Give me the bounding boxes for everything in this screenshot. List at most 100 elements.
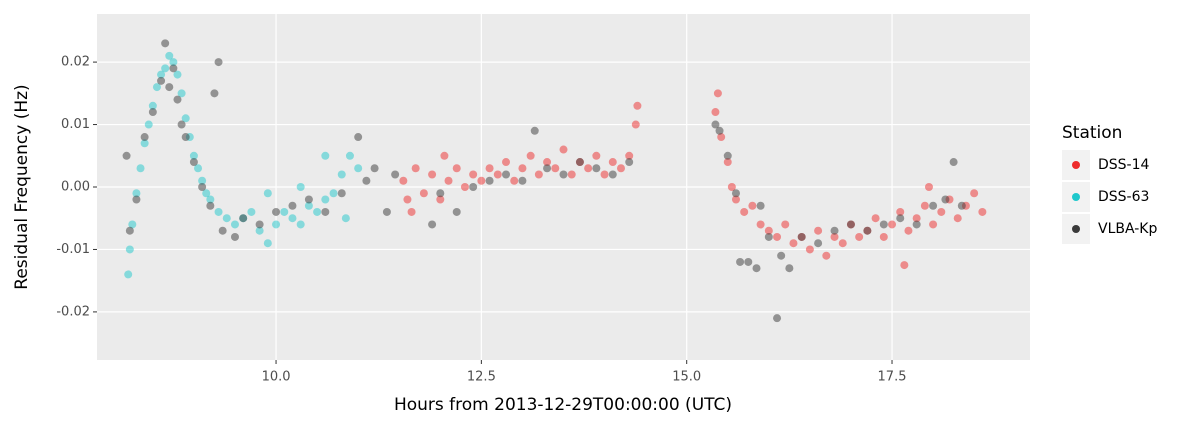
point: [198, 183, 207, 191]
legend-label: DSS-63: [1098, 189, 1149, 205]
point: [855, 232, 864, 241]
legend-label: DSS-14: [1098, 157, 1150, 173]
point: [341, 214, 350, 223]
point: [144, 120, 153, 129]
point: [764, 226, 773, 235]
point: [152, 83, 161, 92]
point: [132, 195, 141, 204]
point: [920, 201, 929, 210]
point: [896, 207, 905, 216]
point: [263, 239, 272, 248]
y-tick-label: -0.02: [56, 304, 90, 319]
point: [937, 207, 946, 216]
point: [924, 183, 933, 191]
point: [888, 220, 897, 229]
point: [460, 183, 469, 191]
point: [879, 232, 888, 241]
point: [736, 257, 745, 266]
point: [830, 232, 839, 241]
x-tick-label: 15.0: [672, 370, 701, 385]
point: [411, 164, 420, 173]
point: [169, 64, 178, 73]
point: [173, 70, 182, 79]
x-tick-label: 10.0: [262, 370, 291, 385]
y-tick-label: 0.00: [61, 180, 90, 195]
point: [592, 164, 601, 173]
point: [756, 201, 765, 210]
y-tick-label: 0.01: [61, 117, 90, 132]
point: [814, 239, 823, 248]
point: [169, 58, 178, 67]
point: [239, 214, 248, 223]
point: [272, 207, 281, 216]
point: [214, 58, 223, 67]
point: [863, 226, 872, 235]
point: [789, 239, 798, 248]
point: [255, 220, 264, 229]
point: [616, 164, 625, 173]
point: [493, 170, 502, 179]
point: [419, 189, 428, 198]
point: [717, 133, 726, 142]
point: [785, 264, 794, 273]
point: [161, 39, 170, 48]
point: [440, 151, 449, 160]
point: [764, 232, 773, 241]
point: [157, 70, 166, 79]
point: [181, 133, 190, 142]
point: [748, 201, 757, 210]
point: [125, 226, 134, 235]
point: [296, 220, 305, 229]
point: [711, 108, 720, 117]
point: [929, 201, 938, 210]
point: [452, 164, 461, 173]
point: [140, 139, 149, 148]
point: [567, 170, 576, 179]
point: [941, 195, 950, 204]
point: [575, 158, 584, 167]
point: [723, 158, 732, 167]
point: [469, 170, 478, 179]
point: [210, 89, 219, 98]
point: [194, 164, 203, 173]
point: [731, 189, 740, 198]
point: [469, 183, 478, 191]
point: [329, 189, 338, 198]
point: [206, 195, 215, 204]
point: [304, 201, 313, 210]
point: [247, 207, 256, 216]
point: [173, 95, 182, 104]
legend-swatch: [1072, 225, 1080, 233]
point: [161, 64, 170, 73]
point: [403, 195, 412, 204]
point: [625, 158, 634, 167]
point: [288, 214, 297, 223]
point: [321, 207, 330, 216]
point: [436, 195, 445, 204]
point: [949, 158, 958, 167]
point: [559, 145, 568, 154]
point: [436, 189, 445, 198]
point: [198, 176, 207, 185]
point: [740, 207, 749, 216]
point: [382, 207, 391, 216]
point: [830, 226, 839, 235]
point: [452, 207, 461, 216]
x-tick-label: 17.5: [878, 370, 907, 385]
point: [600, 170, 609, 179]
point: [518, 164, 527, 173]
point: [970, 189, 979, 198]
point: [362, 176, 371, 185]
point: [337, 170, 346, 179]
point: [711, 120, 720, 129]
point: [912, 214, 921, 223]
point: [485, 164, 494, 173]
point: [543, 164, 552, 173]
point: [814, 226, 823, 235]
y-tick-label: -0.01: [56, 242, 90, 257]
point: [428, 220, 437, 229]
point: [288, 201, 297, 210]
legend-swatch: [1072, 161, 1080, 169]
point: [838, 239, 847, 248]
point: [625, 151, 634, 160]
